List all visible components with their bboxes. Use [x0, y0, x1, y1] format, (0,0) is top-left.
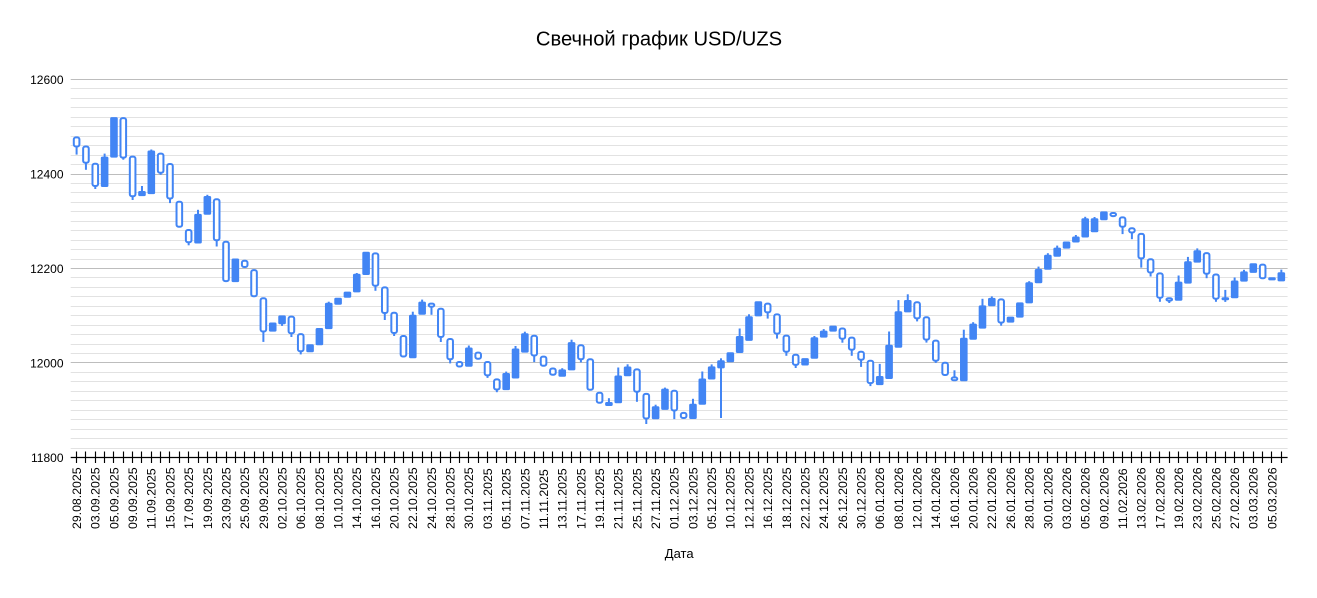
svg-text:22.10.2025: 22.10.2025	[406, 467, 420, 529]
svg-text:12600: 12600	[30, 73, 64, 87]
svg-text:25.09.2025: 25.09.2025	[238, 467, 252, 529]
svg-text:30.10.2025: 30.10.2025	[462, 467, 476, 529]
svg-text:06.01.2026: 06.01.2026	[873, 467, 887, 529]
svg-text:03.11.2025: 03.11.2025	[481, 468, 495, 529]
svg-text:17.09.2025: 17.09.2025	[182, 467, 196, 529]
svg-text:29.08.2025: 29.08.2025	[70, 467, 84, 529]
svg-text:29.09.2025: 29.09.2025	[257, 467, 271, 529]
svg-text:20.10.2025: 20.10.2025	[388, 467, 402, 529]
svg-text:05.09.2025: 05.09.2025	[107, 467, 121, 529]
svg-text:28.10.2025: 28.10.2025	[444, 467, 458, 529]
svg-text:19.11.2025: 19.11.2025	[593, 468, 607, 529]
svg-text:17.02.2026: 17.02.2026	[1153, 467, 1167, 529]
svg-text:11800: 11800	[31, 451, 64, 465]
svg-text:23.02.2026: 23.02.2026	[1191, 467, 1205, 529]
svg-text:Дата: Дата	[665, 546, 695, 561]
svg-text:11.11.2025: 11.11.2025	[537, 469, 551, 529]
svg-text:09.09.2025: 09.09.2025	[126, 467, 140, 529]
svg-text:15.09.2025: 15.09.2025	[163, 467, 177, 529]
svg-text:11.02.2026: 11.02.2026	[1116, 468, 1130, 529]
svg-text:12400: 12400	[30, 168, 64, 182]
svg-text:30.01.2026: 30.01.2026	[1041, 467, 1055, 529]
svg-text:30.12.2025: 30.12.2025	[854, 467, 868, 529]
svg-text:13.02.2026: 13.02.2026	[1135, 467, 1149, 529]
svg-text:12000: 12000	[30, 357, 64, 371]
svg-text:22.12.2025: 22.12.2025	[798, 467, 812, 529]
svg-text:03.02.2026: 03.02.2026	[1060, 467, 1074, 529]
svg-text:05.02.2026: 05.02.2026	[1079, 467, 1093, 529]
svg-text:05.11.2025: 05.11.2025	[500, 468, 514, 529]
svg-text:06.10.2025: 06.10.2025	[294, 467, 308, 529]
svg-text:28.01.2026: 28.01.2026	[1023, 467, 1037, 529]
svg-text:24.10.2025: 24.10.2025	[425, 467, 439, 529]
svg-text:12200: 12200	[30, 262, 64, 276]
svg-text:17.11.2025: 17.11.2025	[574, 468, 588, 529]
svg-text:03.09.2025: 03.09.2025	[89, 467, 103, 529]
svg-text:18.12.2025: 18.12.2025	[780, 467, 794, 529]
svg-text:09.02.2026: 09.02.2026	[1097, 467, 1111, 529]
svg-text:23.09.2025: 23.09.2025	[219, 467, 233, 529]
svg-text:19.09.2025: 19.09.2025	[201, 467, 215, 529]
svg-text:26.12.2025: 26.12.2025	[836, 467, 850, 529]
svg-text:05.12.2025: 05.12.2025	[705, 467, 719, 529]
svg-text:10.12.2025: 10.12.2025	[724, 467, 738, 529]
svg-text:10.10.2025: 10.10.2025	[331, 467, 345, 529]
svg-text:11.09.2025: 11.09.2025	[145, 468, 159, 529]
svg-text:27.02.2026: 27.02.2026	[1228, 467, 1242, 529]
svg-text:19.02.2026: 19.02.2026	[1172, 467, 1186, 529]
svg-text:16.10.2025: 16.10.2025	[369, 467, 383, 529]
svg-text:14.01.2026: 14.01.2026	[929, 467, 943, 529]
svg-text:16.12.2025: 16.12.2025	[761, 467, 775, 529]
svg-text:27.11.2025: 27.11.2025	[649, 468, 663, 529]
svg-text:16.01.2026: 16.01.2026	[948, 467, 962, 529]
svg-text:02.10.2025: 02.10.2025	[275, 467, 289, 529]
svg-text:26.01.2026: 26.01.2026	[1004, 467, 1018, 529]
svg-text:25.02.2026: 25.02.2026	[1209, 467, 1223, 529]
svg-text:03.12.2025: 03.12.2025	[686, 467, 700, 529]
svg-text:14.10.2025: 14.10.2025	[350, 467, 364, 529]
svg-text:12.12.2025: 12.12.2025	[742, 467, 756, 529]
svg-text:25.11.2025: 25.11.2025	[630, 468, 644, 529]
svg-text:01.12.2025: 01.12.2025	[668, 467, 682, 529]
svg-text:08.01.2026: 08.01.2026	[892, 467, 906, 529]
svg-text:20.01.2026: 20.01.2026	[967, 467, 981, 529]
svg-text:12.01.2026: 12.01.2026	[911, 467, 925, 529]
svg-text:13.11.2025: 13.11.2025	[556, 468, 570, 529]
svg-text:03.03.2026: 03.03.2026	[1247, 467, 1261, 529]
svg-text:22.01.2026: 22.01.2026	[985, 467, 999, 529]
svg-text:08.10.2025: 08.10.2025	[313, 467, 327, 529]
svg-text:05.03.2026: 05.03.2026	[1265, 467, 1279, 529]
svg-text:07.11.2025: 07.11.2025	[518, 468, 532, 529]
svg-text:24.12.2025: 24.12.2025	[817, 467, 831, 529]
svg-text:21.11.2025: 21.11.2025	[612, 468, 626, 529]
svg-text:Свечной график USD/UZS: Свечной график USD/UZS	[536, 29, 782, 51]
